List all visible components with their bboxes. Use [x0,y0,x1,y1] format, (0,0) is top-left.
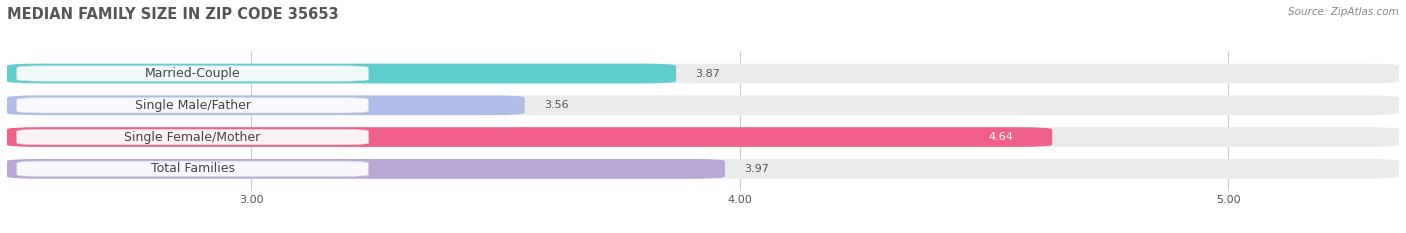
Text: MEDIAN FAMILY SIZE IN ZIP CODE 35653: MEDIAN FAMILY SIZE IN ZIP CODE 35653 [7,7,339,22]
Text: Single Female/Mother: Single Female/Mother [125,130,260,144]
FancyBboxPatch shape [7,64,676,83]
FancyBboxPatch shape [17,161,368,177]
FancyBboxPatch shape [7,127,1052,147]
Text: Source: ZipAtlas.com: Source: ZipAtlas.com [1288,7,1399,17]
FancyBboxPatch shape [7,96,1399,115]
FancyBboxPatch shape [17,98,368,113]
FancyBboxPatch shape [7,64,1399,83]
FancyBboxPatch shape [7,159,1399,179]
FancyBboxPatch shape [7,159,725,179]
Text: 3.87: 3.87 [696,69,720,79]
FancyBboxPatch shape [7,127,1399,147]
Text: Married-Couple: Married-Couple [145,67,240,80]
Text: Total Families: Total Families [150,162,235,175]
FancyBboxPatch shape [7,96,524,115]
FancyBboxPatch shape [17,129,368,145]
Text: 3.97: 3.97 [745,164,769,174]
FancyBboxPatch shape [17,66,368,81]
Text: 3.56: 3.56 [544,100,569,110]
Text: 4.64: 4.64 [988,132,1014,142]
Text: Single Male/Father: Single Male/Father [135,99,250,112]
